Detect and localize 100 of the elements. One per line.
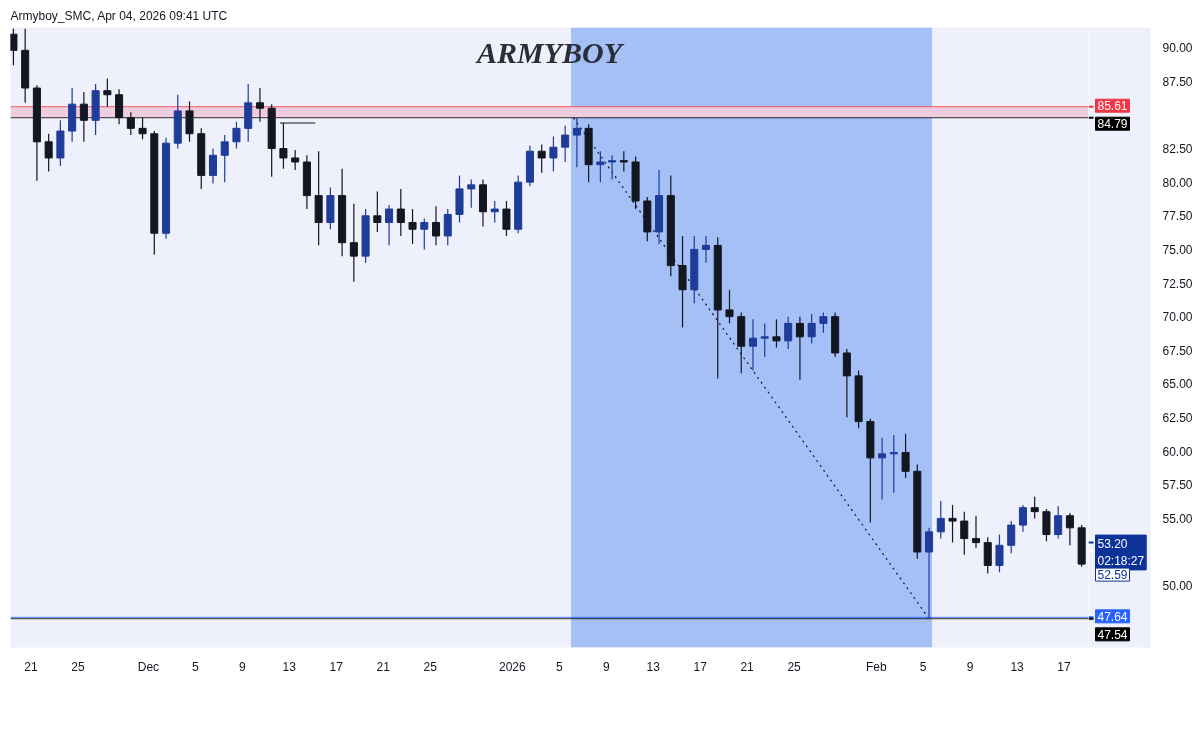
y-tick-label: 80.00 (1162, 175, 1193, 190)
candlestick (878, 437, 887, 501)
x-tick-label: 9 (239, 659, 246, 674)
y-tick-label: 90.00 (1162, 41, 1193, 56)
candlestick (220, 134, 229, 183)
y-tick-label: 77.50 (1162, 209, 1193, 224)
text: Armyboy_SMC, Apr 04, 2026 09:41 UTC (10, 8, 228, 23)
candlestick (725, 289, 734, 324)
x-tick-label: 17 (693, 659, 708, 674)
ref-line-label: 52.59 (1097, 568, 1128, 583)
candlestick (103, 78, 112, 108)
candlestick (572, 117, 581, 168)
ref-line-label: 47.64 (1097, 609, 1128, 624)
candlestick (1054, 505, 1063, 540)
candlestick (232, 121, 241, 150)
y-tick-label: 67.50 (1162, 343, 1193, 358)
y-tick-label: 57.50 (1162, 478, 1193, 493)
candlestick (842, 348, 851, 419)
candlestick (748, 318, 757, 372)
x-tick-label: 5 (555, 659, 563, 674)
candlestick (701, 235, 711, 264)
ref-line-label: 47.54 (1097, 627, 1128, 642)
candlestick (807, 313, 816, 345)
y-tick-label: 55.00 (1162, 511, 1193, 526)
y-tick-label: 50.00 (1162, 579, 1193, 594)
x-tick-label: 17 (329, 659, 344, 674)
x-tick-label: 25 (71, 659, 85, 674)
candlestick (10, 28, 18, 66)
y-tick-label: 65.00 (1162, 377, 1193, 392)
ref-line-label: 84.79 (1097, 117, 1128, 132)
candlestick (408, 208, 417, 245)
candlestick (373, 190, 382, 233)
candlestick (115, 88, 124, 125)
candlestick (608, 154, 617, 181)
candlestick (549, 135, 558, 172)
candlestick (960, 511, 969, 556)
x-tick-label: 13 (646, 659, 661, 674)
candlestick (490, 200, 499, 224)
x-tick-label: 21 (376, 659, 391, 674)
candlestick (185, 100, 194, 143)
candlestick (784, 316, 793, 350)
candlestick (995, 533, 1004, 573)
x-tick-label: 13 (1010, 659, 1025, 674)
x-tick-label: 17 (1057, 659, 1072, 674)
x-tick-label: 5 (192, 659, 200, 674)
candlestick (396, 188, 405, 237)
candlestick (502, 200, 511, 237)
candlestick (948, 504, 957, 544)
y-tick-label: 87.50 (1162, 74, 1193, 89)
candlestick (208, 147, 218, 185)
candlestick (971, 515, 981, 549)
candlestick (936, 500, 945, 540)
x-tick-label: 25 (423, 659, 438, 674)
candlestick (79, 91, 88, 143)
x-tick-label: Feb (865, 659, 887, 674)
x-tick-label: Dec (137, 659, 160, 674)
candlestick (983, 536, 992, 575)
ref-line-label: 53.20 02:18:27 (1097, 537, 1145, 568)
x-tick-label: 21 (24, 659, 39, 674)
candlestick (1065, 512, 1074, 546)
candlestick (420, 217, 429, 251)
candlestick (819, 312, 828, 334)
candlestick (772, 318, 781, 349)
y-tick-label: 82.50 (1162, 142, 1193, 157)
x-tick-label: 25 (787, 659, 802, 674)
candlestick (44, 133, 53, 172)
candlestick (432, 205, 441, 246)
candlestick (561, 125, 570, 163)
candlestick (255, 87, 264, 123)
y-tick-label: 60.00 (1162, 444, 1193, 459)
candlestick (1030, 496, 1039, 519)
candlestick (596, 150, 605, 183)
x-tick-label: 21 (740, 659, 755, 674)
candlestick (760, 322, 769, 358)
candlestick (901, 433, 910, 479)
ref-line-label: 85.61 (1097, 99, 1128, 114)
candlestick (291, 149, 300, 171)
candlestick (1042, 508, 1051, 542)
candlestick (537, 143, 546, 174)
chart-title: ARMYBOY (474, 35, 625, 69)
candlestick (443, 208, 452, 246)
y-tick-label: 75.00 (1162, 242, 1193, 257)
candlestick (619, 150, 628, 172)
candlestick (126, 111, 135, 136)
candlestick (795, 316, 804, 381)
y-tick-label: 62.50 (1162, 411, 1193, 426)
candlestick (467, 178, 476, 209)
candlestick (138, 117, 147, 140)
x-tick-label: 2026 (498, 659, 526, 674)
x-tick-label: 9 (966, 659, 974, 674)
candlestick (925, 527, 934, 620)
y-tick-label: 72.50 (1162, 276, 1193, 291)
x-tick-label: 13 (282, 659, 297, 674)
x-tick-label: 9 (602, 659, 610, 674)
y-tick-label: 70.00 (1162, 310, 1193, 325)
candlestick (349, 203, 358, 283)
candlestick (1018, 504, 1027, 533)
x-tick-label: 5 (919, 659, 927, 674)
candlestick (385, 204, 394, 246)
candlestick (1007, 520, 1016, 554)
